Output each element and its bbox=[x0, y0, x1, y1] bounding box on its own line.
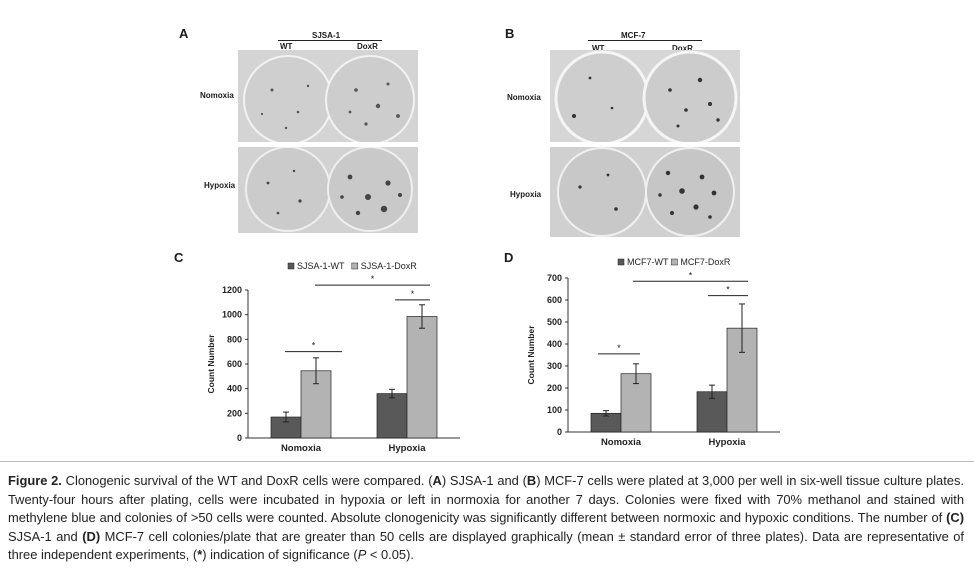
y-tick-label: 100 bbox=[547, 405, 562, 415]
significance-star: * bbox=[617, 343, 621, 353]
caption-text: Clonogenic survival of the WT and DoxR c… bbox=[61, 473, 433, 488]
panel-b-normoxia-plates-photo bbox=[550, 50, 740, 142]
plate-photo-graphic bbox=[550, 147, 740, 237]
bar-sjsa-1-wt bbox=[376, 393, 408, 439]
caption-text: < 0.05). bbox=[366, 547, 414, 563]
plate-photo-graphic bbox=[550, 50, 740, 142]
panel-b-header-rule bbox=[588, 40, 702, 41]
figure-caption: Figure 2. Clonogenic survival of the WT … bbox=[8, 472, 964, 565]
y-axis-label: Count Number bbox=[206, 334, 216, 394]
legend-swatch bbox=[617, 258, 625, 266]
caption-label: Figure 2. bbox=[8, 473, 62, 488]
caption-ref-a: A bbox=[432, 473, 442, 488]
x-category-label: Hypoxia bbox=[389, 443, 427, 454]
panel-b-hypoxia-plates-photo bbox=[550, 147, 740, 237]
legend-swatch bbox=[671, 258, 678, 266]
y-tick-label: 600 bbox=[227, 359, 242, 369]
caption-ref-b: B bbox=[526, 473, 537, 488]
x-category-label: Nomoxia bbox=[281, 443, 322, 454]
panel-b-row-normoxia: Nomoxia bbox=[507, 93, 541, 102]
x-category-label: Nomoxia bbox=[601, 437, 642, 448]
y-tick-label: 600 bbox=[547, 295, 562, 305]
panel-letter-b: B bbox=[505, 26, 515, 41]
caption-ref-d: (D) bbox=[82, 528, 101, 544]
y-tick-label: 1000 bbox=[222, 310, 242, 320]
panel-a-row-normoxia: Nomoxia bbox=[200, 91, 234, 100]
panel-a-cell-line: SJSA-1 bbox=[312, 31, 341, 40]
significance-star: * bbox=[411, 289, 415, 299]
y-tick-label: 1200 bbox=[222, 285, 242, 295]
legend-swatch bbox=[351, 262, 359, 270]
y-tick-label: 700 bbox=[547, 273, 562, 283]
y-tick-label: 200 bbox=[227, 408, 242, 418]
panel-a-col-wt: WT bbox=[280, 42, 293, 51]
y-tick-label: 0 bbox=[237, 433, 242, 443]
y-tick-label: 200 bbox=[547, 383, 562, 393]
panel-letter-a: A bbox=[179, 26, 189, 41]
panel-a-hypoxia-plates-photo bbox=[238, 147, 418, 233]
plate-photo-graphic bbox=[238, 50, 418, 142]
caption-text: ) MCF-7 cells were plated at 3,000 per w… bbox=[8, 473, 965, 526]
y-axis-label: Count Number bbox=[526, 325, 536, 385]
y-tick-label: 400 bbox=[547, 339, 562, 349]
caption-text: SJSA-1 and bbox=[8, 528, 83, 544]
panel-letter-d: D bbox=[504, 250, 514, 265]
y-tick-label: 400 bbox=[227, 384, 242, 394]
legend-label: SJSA-1-DoxR bbox=[361, 261, 418, 271]
chart-d-mcf7-colony-counts: 0 100 200 300 400 500 600 700 Count Number Nomoxi… bbox=[526, 257, 780, 448]
y-tick-label: 500 bbox=[547, 317, 562, 327]
x-category-label: Hypoxia bbox=[709, 437, 747, 448]
panel-b-col-wt: WT bbox=[592, 44, 605, 53]
panel-a-row-hypoxia: Hypoxia bbox=[204, 181, 236, 190]
y-tick-label: 0 bbox=[557, 427, 562, 437]
caption-star: * bbox=[197, 547, 203, 563]
significance-star: * bbox=[312, 341, 316, 351]
y-tick-label: 300 bbox=[547, 361, 562, 371]
caption-p: P bbox=[357, 547, 367, 563]
caption-text: ) indication of significance ( bbox=[202, 547, 358, 563]
panel-b-cell-line: MCF-7 bbox=[621, 31, 646, 40]
panel-b-col-doxr: DoxR bbox=[672, 44, 693, 53]
caption-text: MCF-7 cell colonies/plate that are great… bbox=[8, 528, 965, 563]
panel-a-normoxia-plates-photo bbox=[238, 50, 418, 142]
panel-a-col-doxr: DoxR bbox=[357, 42, 378, 51]
caption-ref-c: (C) bbox=[946, 510, 964, 526]
legend-label: MCF7-WT bbox=[627, 257, 669, 267]
panel-letter-c: C bbox=[174, 250, 184, 265]
caption-divider bbox=[0, 461, 974, 462]
significance-star: * bbox=[371, 274, 375, 284]
y-tick-label: 800 bbox=[227, 334, 242, 344]
panel-a-header-rule bbox=[278, 40, 382, 41]
bar-sjsa-1-doxr bbox=[406, 316, 438, 439]
significance-star: * bbox=[726, 285, 730, 295]
chart-c-sjsa1-colony-counts: 0 200 400 600 800 1000 1200 Count Number Nomoxia… bbox=[206, 261, 460, 454]
legend-label: MCF7-DoxR bbox=[680, 257, 731, 267]
significance-star: * bbox=[689, 270, 693, 280]
panel-b-row-hypoxia: Hypoxia bbox=[510, 190, 542, 199]
legend-label: SJSA-1-WT bbox=[297, 261, 345, 271]
caption-text: ) SJSA-1 and ( bbox=[441, 473, 527, 488]
plate-photo-graphic bbox=[238, 147, 418, 233]
legend-swatch bbox=[287, 262, 295, 270]
